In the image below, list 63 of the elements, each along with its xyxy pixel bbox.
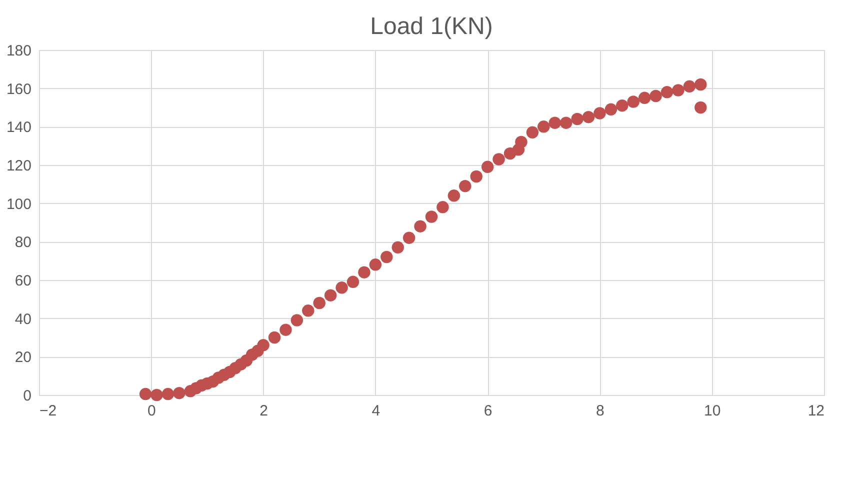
x-tick-label: 10	[704, 402, 721, 420]
point	[346, 276, 360, 288]
point	[257, 339, 270, 352]
x-tick-label: 12	[808, 402, 824, 420]
point	[582, 110, 595, 124]
x-tick-label: 0	[147, 402, 156, 420]
y-tick-label: 40	[14, 310, 32, 328]
point	[436, 201, 449, 214]
point	[672, 84, 684, 96]
x-tick-label: −2	[40, 402, 57, 420]
point	[638, 92, 651, 104]
point	[392, 241, 404, 254]
point	[470, 170, 482, 183]
point	[560, 116, 572, 129]
point	[173, 386, 186, 400]
point	[280, 324, 292, 336]
point	[694, 78, 707, 91]
point	[324, 289, 337, 302]
x-tick-label: 4	[372, 402, 380, 420]
y-tick-label: 120	[6, 158, 32, 174]
y-tick-label: 140	[6, 119, 32, 136]
point	[526, 126, 539, 139]
y-tick-label: 160	[6, 80, 32, 98]
point	[538, 120, 550, 133]
y-tick-label: 180	[6, 42, 32, 60]
point	[414, 220, 426, 232]
y-tick-label: 80	[14, 234, 32, 252]
point	[162, 388, 174, 400]
x-tick-label: 2	[260, 402, 268, 420]
point	[548, 116, 561, 129]
point	[481, 160, 494, 174]
point	[336, 282, 348, 294]
point	[571, 112, 584, 126]
point	[150, 388, 163, 402]
y-tick-label: 60	[14, 272, 32, 290]
point	[627, 96, 640, 108]
point	[302, 304, 314, 317]
point	[313, 296, 326, 310]
point	[358, 266, 370, 278]
y-tick-label: 0	[23, 388, 32, 404]
point	[268, 331, 281, 344]
point	[139, 388, 152, 400]
chart-title: Load 1(KN)	[370, 13, 493, 40]
point	[683, 80, 696, 93]
point	[650, 90, 662, 102]
point	[594, 107, 606, 120]
point	[369, 258, 382, 271]
x-tick-label: 8	[596, 402, 604, 420]
x-tick-label: 6	[484, 402, 492, 420]
point	[694, 101, 707, 114]
point	[515, 136, 528, 148]
point	[616, 99, 628, 112]
point	[402, 232, 416, 244]
point	[290, 314, 304, 326]
point	[492, 153, 505, 166]
point	[660, 86, 674, 98]
point	[380, 250, 393, 264]
point	[448, 190, 460, 202]
point	[459, 180, 472, 192]
y-tick-label: 20	[14, 349, 32, 366]
y-tick-label: 100	[6, 196, 32, 213]
point	[604, 103, 618, 116]
point	[425, 210, 438, 223]
